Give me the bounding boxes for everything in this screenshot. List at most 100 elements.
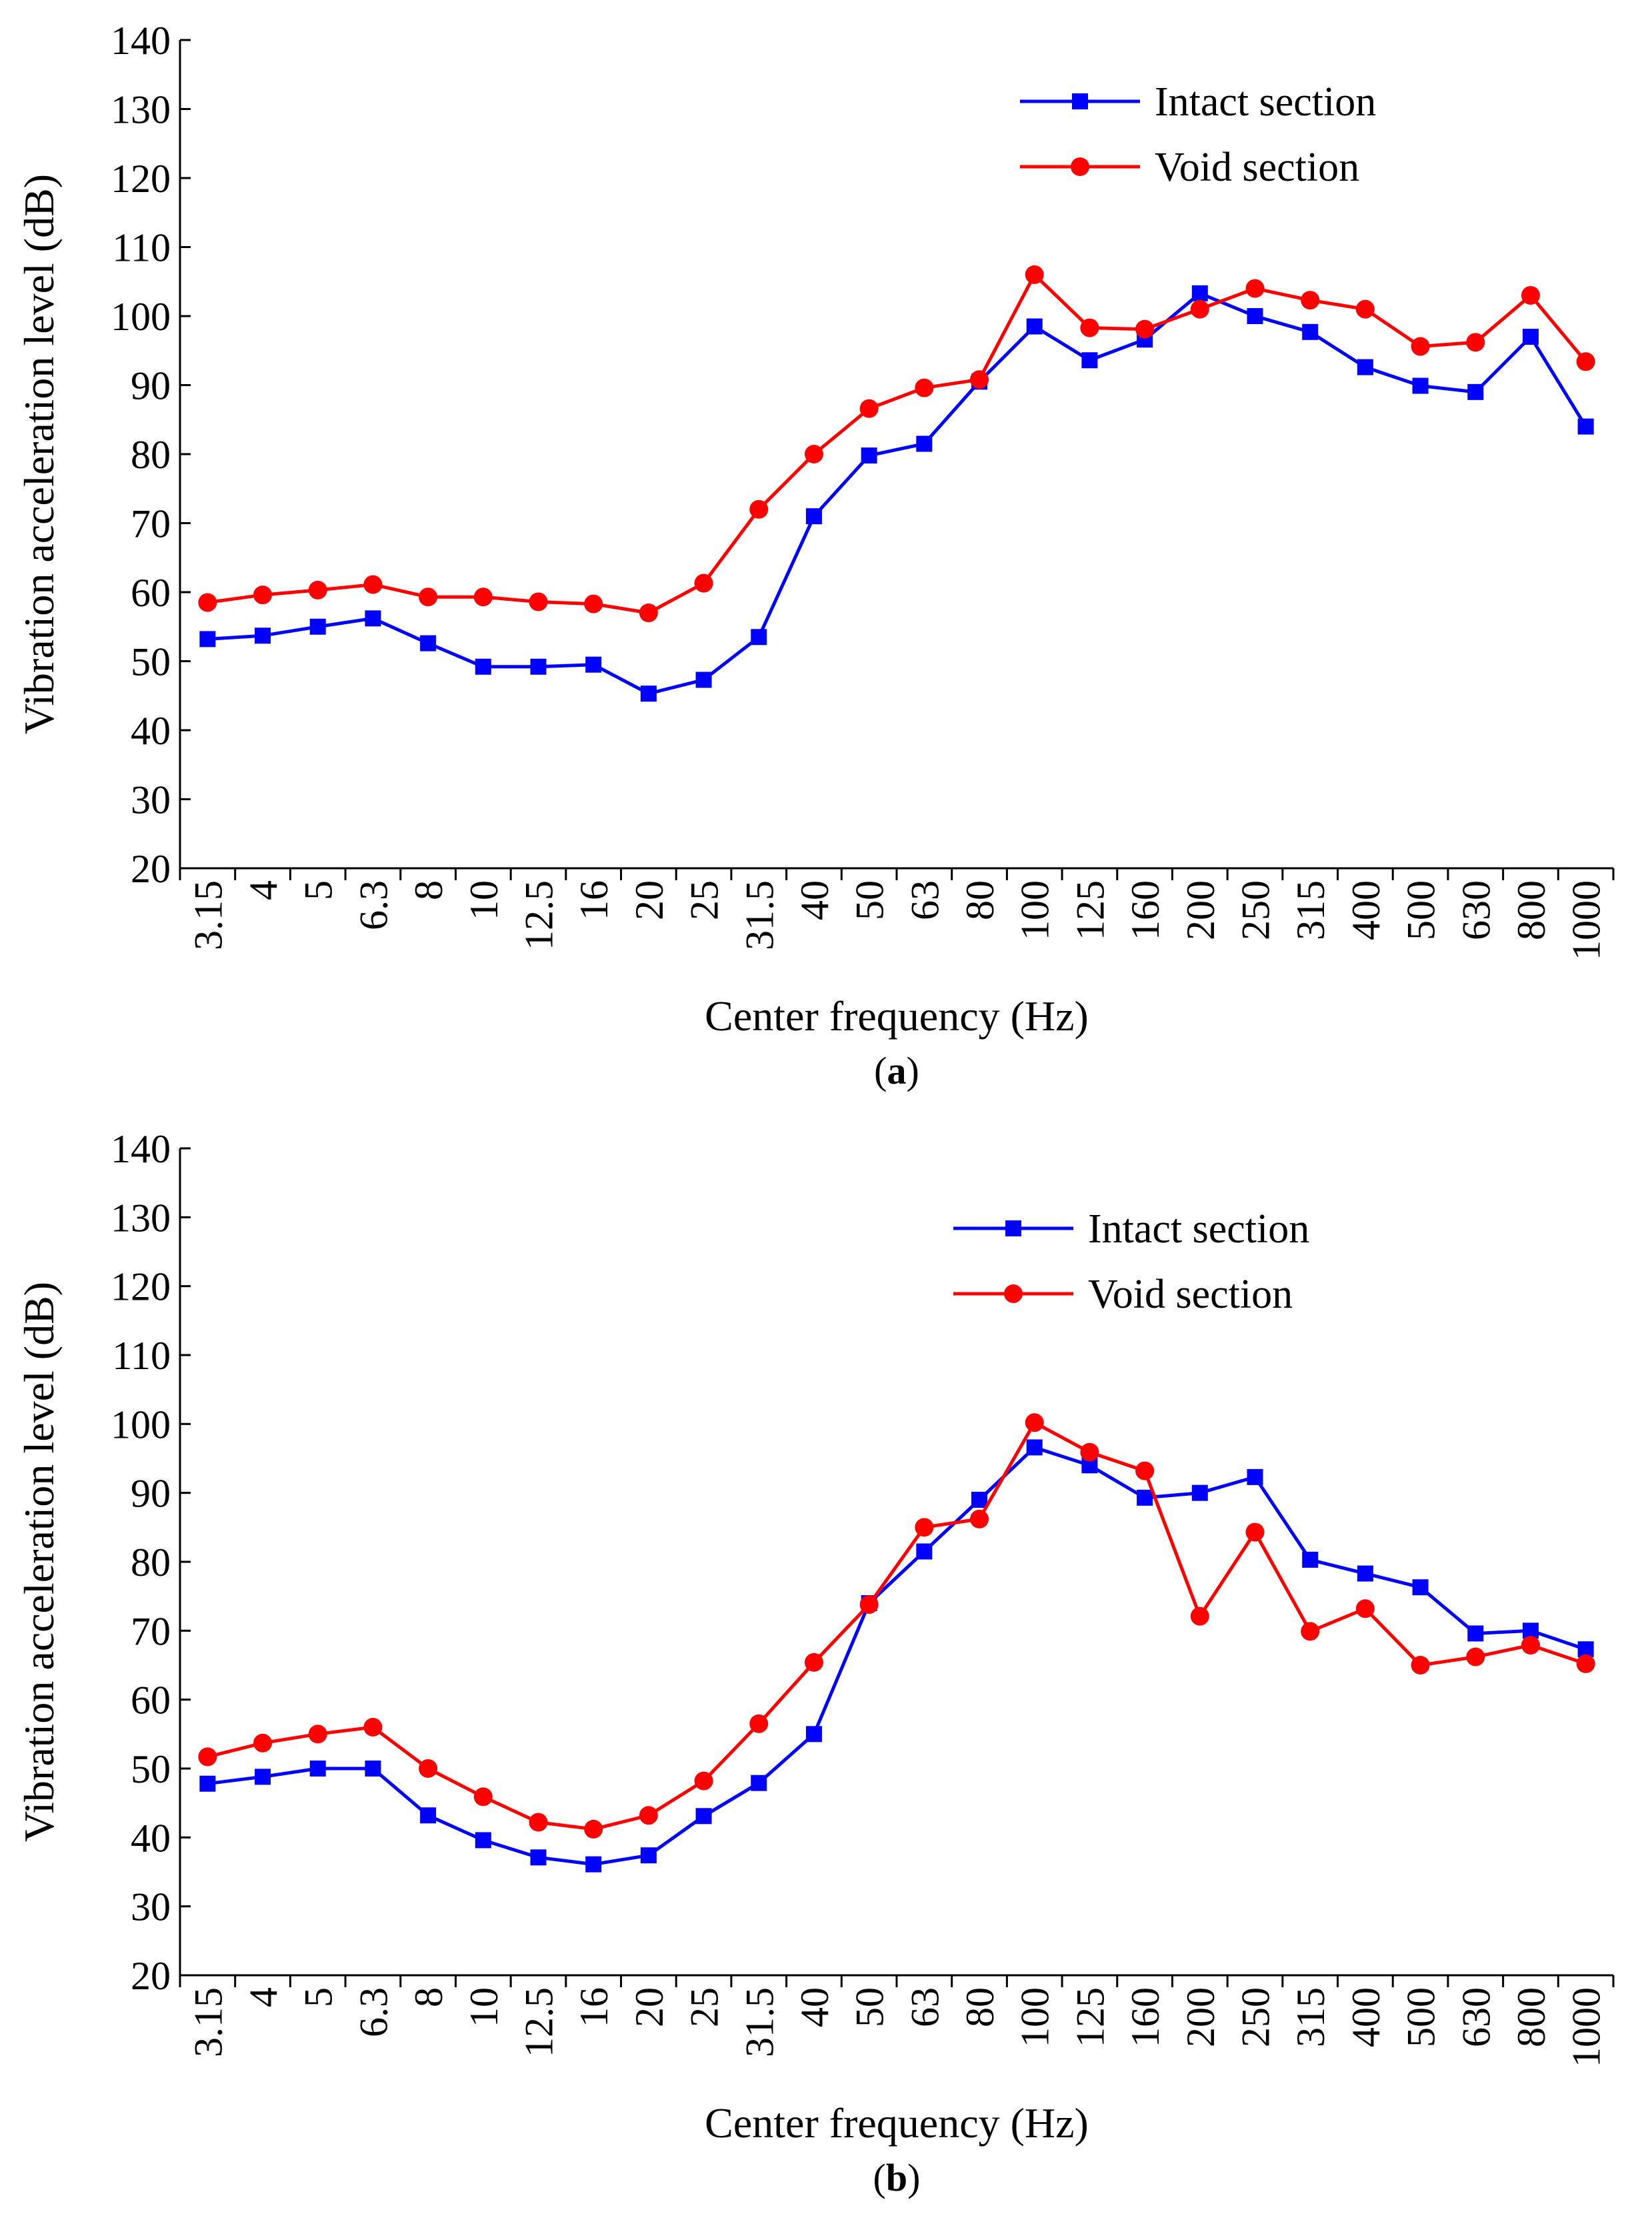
series-intact xyxy=(199,285,1594,702)
data-point-circle xyxy=(859,399,879,418)
x-tick-label: 10 xyxy=(462,880,506,920)
data-point-square xyxy=(751,629,767,646)
data-point-circle xyxy=(363,1718,383,1737)
chart-panel-b: 20 30 40 50 60 70 80 90 100 110 120 130 140 3.15 4 5 6.3… xyxy=(15,1127,1615,2199)
panel-label: a xyxy=(887,1049,907,1092)
data-point-square xyxy=(1357,359,1373,375)
data-point-circle xyxy=(1521,285,1540,305)
data-point-circle xyxy=(363,575,383,594)
y-tick-label: 20 xyxy=(131,847,171,891)
data-point-circle xyxy=(1466,1647,1485,1666)
data-point-circle xyxy=(198,593,217,612)
data-point-square xyxy=(1357,1565,1373,1582)
y-tick-label: 90 xyxy=(131,1472,171,1516)
data-point-circle xyxy=(1190,1606,1209,1626)
x-tick-label: 500 xyxy=(1399,1987,1443,2047)
x-tick-label: 800 xyxy=(1509,1987,1553,2047)
data-point-circle xyxy=(1135,1461,1155,1480)
series-void xyxy=(198,265,1595,623)
y-tick-label: 30 xyxy=(131,1885,171,1929)
data-point-square xyxy=(805,1726,822,1743)
data-point-square xyxy=(1247,308,1263,324)
data-point-circle xyxy=(694,1771,713,1791)
data-point-circle xyxy=(529,1813,548,1832)
data-point-circle xyxy=(253,586,273,605)
y-tick-label: 40 xyxy=(131,1816,171,1860)
data-point-square xyxy=(971,1492,988,1508)
data-point-square xyxy=(420,635,437,652)
x-tick-label: 40 xyxy=(793,1987,837,2027)
data-point-circle xyxy=(804,1652,823,1672)
y-axis-title: Vibration acceleration level (dB) xyxy=(15,174,63,734)
x-tick-label: 200 xyxy=(1179,880,1223,940)
x-tick-label: 12.5 xyxy=(517,880,561,950)
y-tick-label: 130 xyxy=(111,88,171,132)
x-tick-label: 25 xyxy=(683,880,727,920)
x-tick-label: 160 xyxy=(1123,1987,1167,2047)
data-point-square xyxy=(309,618,326,635)
data-point-circle xyxy=(1080,318,1099,337)
x-tick-label: 125 xyxy=(1068,1987,1112,2047)
data-point-circle xyxy=(419,1759,438,1778)
y-tick-label: 110 xyxy=(112,1334,171,1378)
data-point-square xyxy=(805,508,822,525)
y-tick-label: 130 xyxy=(111,1196,171,1240)
legend-marker-circle xyxy=(1004,1284,1023,1303)
legend-label: Void section xyxy=(1088,1272,1293,1317)
data-point-square xyxy=(199,631,216,648)
x-tick-label: 16 xyxy=(572,880,616,920)
data-point-circle xyxy=(1135,319,1155,339)
data-point-square xyxy=(530,658,547,675)
data-point-circle xyxy=(1301,291,1320,310)
data-point-circle xyxy=(1025,1413,1044,1432)
x-tick-label: 400 xyxy=(1344,1987,1388,2047)
data-point-square xyxy=(751,1775,767,1791)
x-tick-label: 100 xyxy=(1013,880,1057,940)
x-axis-title: Center frequency (Hz) xyxy=(705,2099,1089,2147)
x-tick-label: 200 xyxy=(1179,1987,1223,2047)
data-point-circle xyxy=(970,370,989,389)
y-tick-label: 140 xyxy=(111,1127,171,1171)
y-tick-label: 30 xyxy=(131,778,171,822)
x-tick-label: 20 xyxy=(627,880,671,920)
data-point-circle xyxy=(1521,1636,1540,1655)
data-point-square xyxy=(916,435,933,452)
data-point-circle xyxy=(639,604,658,623)
data-point-circle xyxy=(473,1787,493,1807)
series-line xyxy=(207,291,1587,696)
x-tick-label: 3.15 xyxy=(186,1987,230,2057)
y-tick-label: 90 xyxy=(131,364,171,408)
series-line xyxy=(207,1420,1587,1831)
data-point-circle xyxy=(804,445,823,463)
legend-label: Intact section xyxy=(1155,79,1376,125)
legend-label: Intact section xyxy=(1088,1206,1309,1252)
legend-marker-square xyxy=(1005,1220,1021,1236)
x-tick-label: 80 xyxy=(958,1987,1002,2027)
x-tick-label: 8 xyxy=(407,1987,451,2007)
data-point-circle xyxy=(529,592,548,612)
data-point-circle xyxy=(308,580,327,600)
x-tick-label: 63 xyxy=(903,1987,947,2027)
x-tick-label: 160 xyxy=(1123,880,1167,940)
x-tick-label: 16 xyxy=(572,1987,616,2027)
x-tick-label: 1000 xyxy=(1565,880,1609,960)
data-point-square xyxy=(255,1769,271,1785)
x-tick-label: 1000 xyxy=(1565,1987,1609,2067)
y-tick-label: 110 xyxy=(112,226,171,270)
data-point-circle xyxy=(1466,333,1485,352)
x-axis-title: Center frequency (Hz) xyxy=(705,992,1089,1040)
y-tick-label: 50 xyxy=(131,1747,171,1791)
y-tick-label: 50 xyxy=(131,640,171,684)
x-tick-label: 3.15 xyxy=(186,880,230,950)
data-point-square xyxy=(1412,1579,1429,1596)
data-point-square xyxy=(585,656,602,673)
data-point-circle xyxy=(308,1725,327,1744)
x-tick-label: 25 xyxy=(683,1987,727,2027)
data-point-circle xyxy=(1080,1442,1099,1462)
x-tick-label: 31.5 xyxy=(737,1987,781,2057)
x-tick-label: 8 xyxy=(407,880,451,900)
panel-caption: (b) xyxy=(873,2156,921,2199)
data-point-circle xyxy=(1245,279,1265,298)
series-intact xyxy=(199,1439,1594,1873)
x-tick-label: 400 xyxy=(1344,880,1388,940)
